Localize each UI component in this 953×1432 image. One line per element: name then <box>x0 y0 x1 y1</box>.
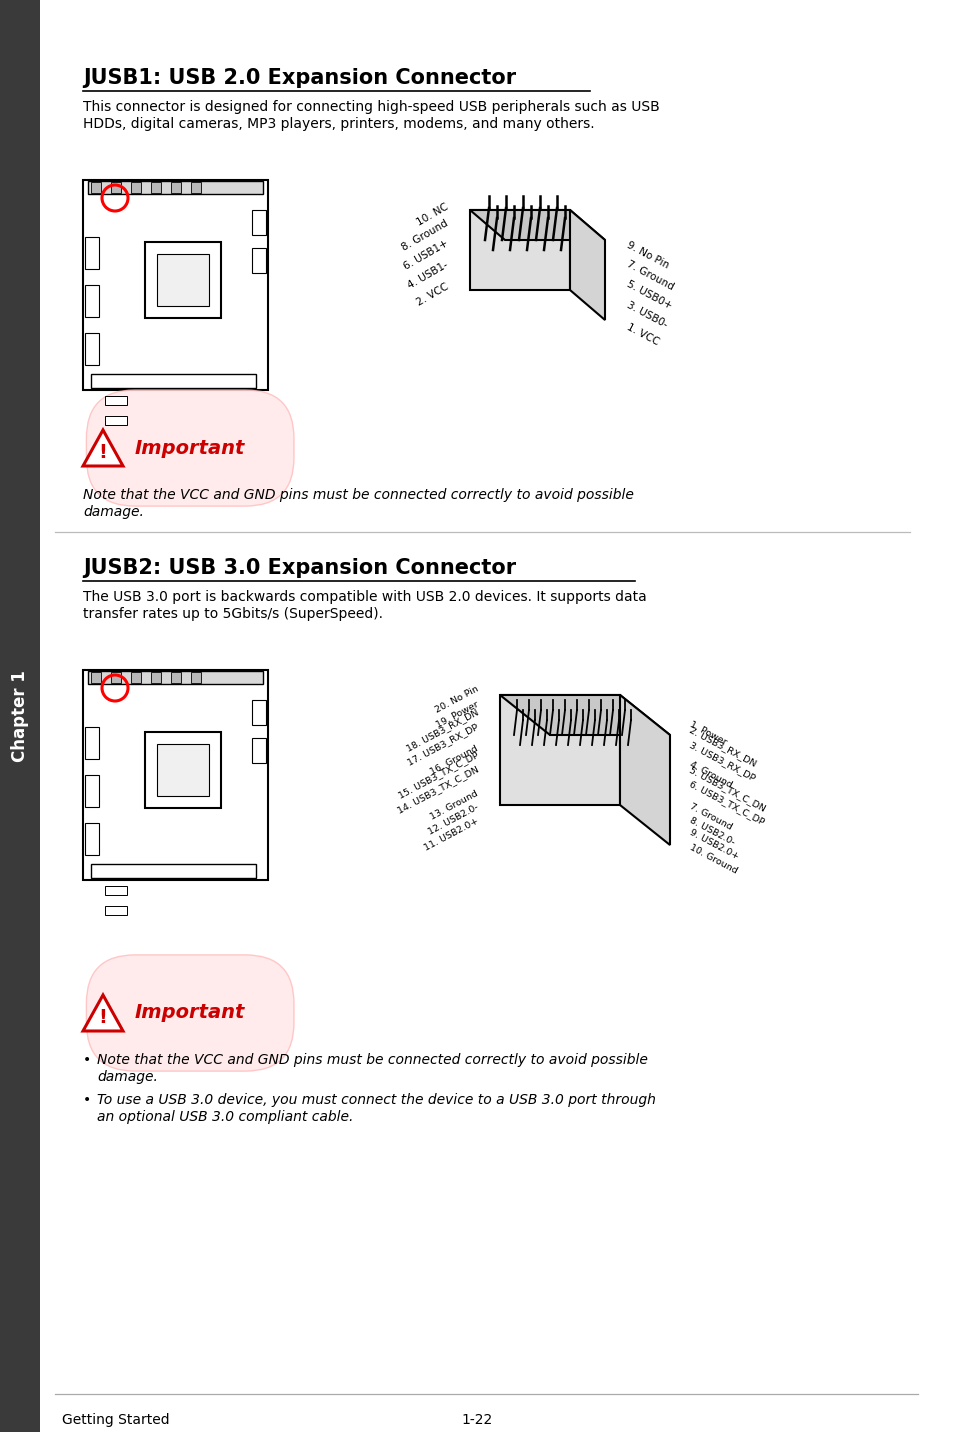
Text: 1. VCC: 1. VCC <box>624 322 660 348</box>
Bar <box>111 182 121 193</box>
Bar <box>111 672 121 683</box>
Text: !: ! <box>98 1008 108 1027</box>
Text: 7. Ground: 7. Ground <box>687 802 733 832</box>
Bar <box>131 672 141 683</box>
Text: Important: Important <box>135 1004 245 1022</box>
Text: 6. USB1+: 6. USB1+ <box>401 238 450 272</box>
Text: 9. USB2.0+: 9. USB2.0+ <box>687 828 740 862</box>
Text: 18. USB3_RX_DN: 18. USB3_RX_DN <box>404 707 479 753</box>
Text: This connector is designed for connecting high-speed USB peripherals such as USB: This connector is designed for connectin… <box>83 100 659 115</box>
Bar <box>131 182 141 193</box>
Text: 12. USB2.0-: 12. USB2.0- <box>426 803 479 838</box>
Bar <box>171 672 181 683</box>
Text: 14. USB3_TX_C_DN: 14. USB3_TX_C_DN <box>395 765 479 815</box>
Polygon shape <box>83 995 123 1031</box>
Text: 5. USB3_TX_C_DN: 5. USB3_TX_C_DN <box>687 765 766 813</box>
Bar <box>252 700 266 725</box>
Text: 16. Ground: 16. Ground <box>429 743 479 776</box>
Text: The USB 3.0 port is backwards compatible with USB 2.0 devices. It supports data: The USB 3.0 port is backwards compatible… <box>83 590 646 604</box>
Text: 7. Ground: 7. Ground <box>624 258 675 292</box>
FancyBboxPatch shape <box>0 483 40 1382</box>
Polygon shape <box>470 211 604 241</box>
Text: 10. NC: 10. NC <box>415 202 450 228</box>
Text: 17. USB3_RX_DP: 17. USB3_RX_DP <box>405 723 479 768</box>
Bar <box>83 670 268 881</box>
Text: JUSB2: USB 3.0 Expansion Connector: JUSB2: USB 3.0 Expansion Connector <box>83 558 516 579</box>
Bar <box>91 182 101 193</box>
Text: •: • <box>83 1093 91 1107</box>
Bar <box>88 672 263 684</box>
Text: 3. USB3_RX_DP: 3. USB3_RX_DP <box>687 740 756 782</box>
Text: 1-22: 1-22 <box>461 1413 492 1428</box>
Text: transfer rates up to 5Gbits/s (SuperSpeed).: transfer rates up to 5Gbits/s (SuperSpee… <box>83 607 382 621</box>
Bar <box>145 242 221 318</box>
Text: 5. USB0+: 5. USB0+ <box>624 279 673 311</box>
Text: 19. Power: 19. Power <box>434 700 479 730</box>
Text: Note that the VCC and GND pins must be connected correctly to avoid possible: Note that the VCC and GND pins must be c… <box>97 1053 647 1067</box>
Bar <box>252 211 266 235</box>
Text: damage.: damage. <box>97 1070 157 1084</box>
Bar <box>0 0 40 1432</box>
Text: an optional USB 3.0 compliant cable.: an optional USB 3.0 compliant cable. <box>97 1110 353 1124</box>
Bar <box>252 248 266 274</box>
Bar <box>191 672 201 683</box>
Bar <box>157 745 209 796</box>
Bar <box>88 180 263 193</box>
Text: Getting Started: Getting Started <box>62 1413 170 1428</box>
Text: 8. USB2.0-: 8. USB2.0- <box>687 815 736 846</box>
Bar <box>151 182 161 193</box>
Bar <box>91 863 255 878</box>
Bar <box>91 672 101 683</box>
Text: 4. USB1-: 4. USB1- <box>406 259 450 291</box>
Bar <box>105 886 127 895</box>
Text: •: • <box>83 1053 91 1067</box>
Bar <box>85 823 99 855</box>
Text: Important: Important <box>135 438 245 457</box>
Bar <box>105 397 127 405</box>
Text: 11. USB2.0+: 11. USB2.0+ <box>422 816 479 853</box>
Bar <box>105 906 127 915</box>
Polygon shape <box>569 211 604 319</box>
Bar <box>151 672 161 683</box>
Text: Chapter 1: Chapter 1 <box>11 670 29 762</box>
Text: damage.: damage. <box>83 505 144 518</box>
Polygon shape <box>470 211 569 291</box>
Text: JUSB1: USB 2.0 Expansion Connector: JUSB1: USB 2.0 Expansion Connector <box>83 67 516 87</box>
Text: !: ! <box>98 442 108 463</box>
Text: 4. Ground: 4. Ground <box>687 760 733 790</box>
Text: 15. USB3_TX_C_DP: 15. USB3_TX_C_DP <box>396 750 479 800</box>
Polygon shape <box>499 695 669 735</box>
Text: 6. USB3_TX_C_DP: 6. USB3_TX_C_DP <box>687 779 765 826</box>
Text: 8. Ground: 8. Ground <box>399 218 450 252</box>
Bar <box>91 374 255 388</box>
Bar <box>85 334 99 365</box>
Text: 13. Ground: 13. Ground <box>429 789 479 822</box>
Polygon shape <box>83 430 123 465</box>
Bar <box>105 417 127 425</box>
Bar <box>85 727 99 759</box>
Text: HDDs, digital cameras, MP3 players, printers, modems, and many others.: HDDs, digital cameras, MP3 players, prin… <box>83 117 594 130</box>
Bar <box>85 775 99 808</box>
Bar <box>252 737 266 763</box>
Text: 1. Power: 1. Power <box>687 719 727 746</box>
Polygon shape <box>499 695 619 805</box>
Text: 10. Ground: 10. Ground <box>687 842 738 875</box>
Bar <box>83 180 268 390</box>
Bar <box>85 285 99 316</box>
Bar <box>171 182 181 193</box>
Text: To use a USB 3.0 device, you must connect the device to a USB 3.0 port through: To use a USB 3.0 device, you must connec… <box>97 1093 656 1107</box>
Text: 2. VCC: 2. VCC <box>415 282 450 308</box>
Text: 2. USB3_RX_DN: 2. USB3_RX_DN <box>687 726 757 769</box>
Text: 20. No Pin: 20. No Pin <box>433 684 479 715</box>
Text: 3. USB0-: 3. USB0- <box>624 301 668 329</box>
Bar <box>145 732 221 808</box>
Bar <box>191 182 201 193</box>
Polygon shape <box>619 695 669 845</box>
Text: Note that the VCC and GND pins must be connected correctly to avoid possible: Note that the VCC and GND pins must be c… <box>83 488 633 503</box>
Bar <box>157 253 209 306</box>
Bar <box>85 238 99 269</box>
Text: 9. No Pin: 9. No Pin <box>624 239 670 271</box>
